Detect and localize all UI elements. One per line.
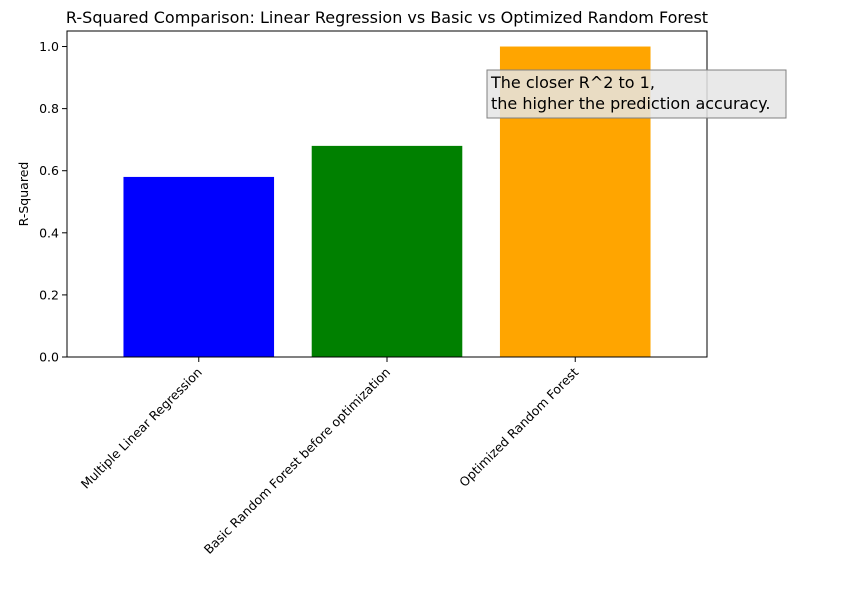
y-tick-label: 0.6 <box>39 163 59 178</box>
annotation-background <box>486 69 787 119</box>
bar <box>311 145 463 357</box>
annotation-box: The closer R^2 to 1, the higher the predi… <box>486 69 787 119</box>
annotation-line: The closer R^2 to 1, <box>490 73 655 92</box>
x-tick-label: Basic Random Forest before optimization <box>201 365 393 557</box>
x-tick-label: Optimized Random Forest <box>456 364 581 489</box>
y-tick-label: 0.0 <box>39 350 59 365</box>
chart-title: R-Squared Comparison: Linear Regression … <box>66 8 708 27</box>
bar <box>123 176 275 357</box>
y-tick-label: 0.4 <box>39 225 59 240</box>
annotation-line: the higher the prediction accuracy. <box>491 94 770 113</box>
y-axis-label: R-Squared <box>16 162 31 227</box>
x-tick-label: Multiple Linear Regression <box>78 365 205 492</box>
y-axis: 0.0 0.2 0.4 0.6 0.8 1.0 <box>39 39 67 365</box>
plot-frame <box>66 30 708 358</box>
y-tick-label: 1.0 <box>39 39 59 54</box>
y-tick-label: 0.2 <box>39 287 59 302</box>
y-tick-label: 0.8 <box>39 101 59 116</box>
